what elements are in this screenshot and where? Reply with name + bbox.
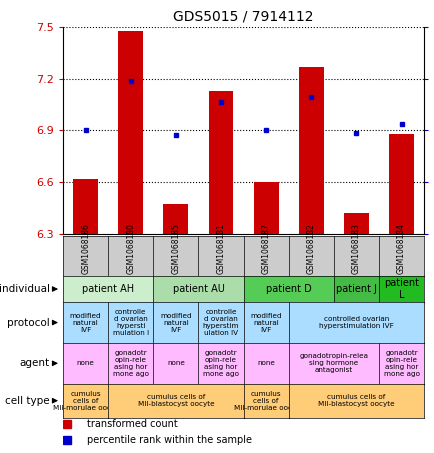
Text: gonadotr
opin-rele
asing hor
mone ago: gonadotr opin-rele asing hor mone ago (112, 350, 148, 377)
Text: patient AU: patient AU (172, 284, 224, 294)
Text: controlled ovarian
hyperstimulation IVF: controlled ovarian hyperstimulation IVF (318, 316, 393, 329)
Text: GSM1068184: GSM1068184 (396, 223, 405, 274)
Text: patient AH: patient AH (82, 284, 134, 294)
Bar (73, 178, 98, 234)
Text: GSM1068187: GSM1068187 (261, 223, 270, 274)
Text: GSM1068181: GSM1068181 (216, 223, 225, 274)
Title: GDS5015 / 7914112: GDS5015 / 7914112 (173, 9, 313, 23)
Text: cumulus cells of
MII-blastocyst oocyte: cumulus cells of MII-blastocyst oocyte (317, 394, 394, 407)
Text: transformed count: transformed count (86, 419, 177, 429)
Bar (388, 134, 413, 234)
Text: none: none (256, 360, 274, 366)
Text: gonadotr
opin-rele
asing hor
mone ago: gonadotr opin-rele asing hor mone ago (383, 350, 419, 377)
Text: modified
natural
IVF: modified natural IVF (70, 313, 101, 333)
Text: controlle
d ovarian
hyperstim
ulation IV: controlle d ovarian hyperstim ulation IV (202, 309, 239, 336)
Text: cumulus
cells of
MII-morulae oocyt: cumulus cells of MII-morulae oocyt (233, 390, 298, 411)
Text: GSM1068186: GSM1068186 (81, 223, 90, 274)
Text: modified
natural
IVF: modified natural IVF (160, 313, 191, 333)
Bar (343, 213, 368, 234)
Bar (118, 31, 143, 234)
Bar (298, 67, 323, 234)
Text: none: none (167, 360, 184, 366)
Text: protocol: protocol (7, 318, 50, 328)
Text: GSM1068183: GSM1068183 (351, 223, 360, 274)
Text: cumulus
cells of
MII-morulae oocyt: cumulus cells of MII-morulae oocyt (53, 390, 118, 411)
Text: cell type: cell type (5, 395, 50, 406)
Text: GSM1068182: GSM1068182 (306, 223, 315, 274)
Text: patient D: patient D (265, 284, 311, 294)
Text: individual: individual (0, 284, 50, 294)
Text: agent: agent (20, 358, 50, 368)
Text: patient
L: patient L (383, 278, 418, 300)
Text: gonadotr
opin-rele
asing hor
mone ago: gonadotr opin-rele asing hor mone ago (203, 350, 239, 377)
Text: modified
natural
IVF: modified natural IVF (250, 313, 281, 333)
Bar (163, 204, 188, 234)
Text: GSM1068180: GSM1068180 (126, 223, 135, 274)
Text: GSM1068185: GSM1068185 (171, 223, 180, 274)
Text: cumulus cells of
MII-blastocyst oocyte: cumulus cells of MII-blastocyst oocyte (137, 394, 214, 407)
Bar (253, 182, 278, 234)
Text: percentile rank within the sample: percentile rank within the sample (86, 435, 251, 445)
Text: patient J: patient J (335, 284, 376, 294)
Text: controlle
d ovarian
hypersti
mulation I: controlle d ovarian hypersti mulation I (112, 309, 148, 336)
Text: gonadotropin-relea
sing hormone
antagonist: gonadotropin-relea sing hormone antagoni… (299, 353, 368, 373)
Bar (208, 91, 233, 234)
Text: none: none (76, 360, 94, 366)
